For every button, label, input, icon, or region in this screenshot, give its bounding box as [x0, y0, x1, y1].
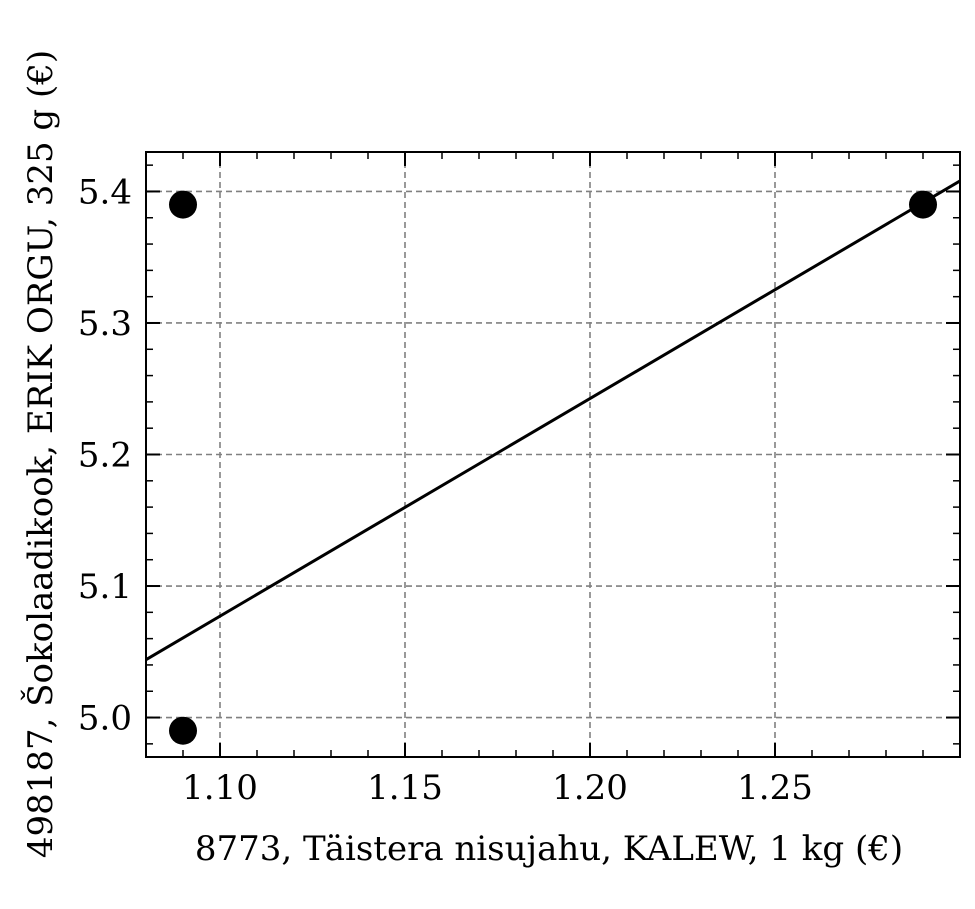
y-tick-label: 5.4 [78, 172, 132, 212]
y-tick-label: 5.2 [78, 436, 132, 476]
axis-ticks [145, 152, 961, 757]
data-point [169, 190, 197, 219]
y-tick-label: 5.3 [78, 304, 132, 344]
x-tick-label: 1.25 [737, 768, 813, 808]
x-tick-label: 1.20 [552, 768, 628, 808]
y-tick-label: 5.1 [78, 567, 132, 607]
data-point [909, 190, 937, 219]
data-point [169, 716, 197, 745]
tick-labels: 1.10 1.15 1.20 1.25 5.0 5.1 5.2 5.3 5.4 [78, 172, 813, 808]
x-tick-label: 1.15 [367, 768, 443, 808]
x-axis-label: 8773, Täistera nisujahu, KALEW, 1 kg (€) [195, 829, 903, 869]
data-points [169, 190, 937, 745]
x-tick-label: 1.10 [182, 768, 258, 808]
fit-line-group [145, 179, 961, 661]
fit-line [145, 179, 961, 661]
y-tick-label: 5.0 [78, 699, 132, 739]
y-axis-label: 498187, Šokolaadikook, ERIK ORGU, 325 g … [20, 50, 61, 858]
grid-lines [146, 152, 960, 757]
